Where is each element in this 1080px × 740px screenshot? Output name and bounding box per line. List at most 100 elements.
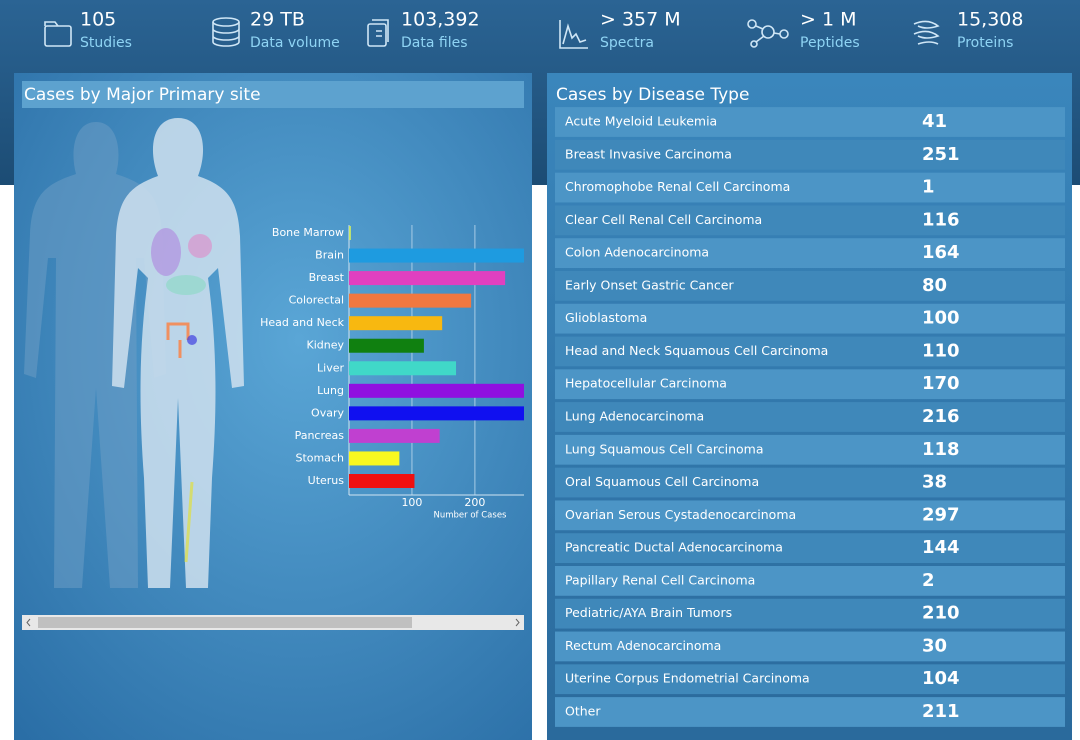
stat-label: Spectra bbox=[600, 35, 654, 51]
bar bbox=[349, 271, 506, 286]
x-tick-label: 200 bbox=[464, 496, 485, 509]
stat-label: Data volume bbox=[250, 35, 340, 51]
table-row bbox=[555, 336, 1065, 367]
table-row bbox=[555, 369, 1065, 400]
disease-name: Chromophobe Renal Cell Carcinoma bbox=[565, 179, 790, 194]
case-count: 216 bbox=[922, 406, 960, 427]
case-count: 164 bbox=[922, 242, 960, 263]
disease-name: Papillary Renal Cell Carcinoma bbox=[565, 572, 755, 587]
stat-icons bbox=[44, 17, 940, 49]
panel-title-bar bbox=[22, 81, 524, 108]
case-count: 170 bbox=[922, 373, 960, 394]
bar bbox=[349, 406, 524, 421]
stat-value: > 1 M bbox=[800, 9, 856, 31]
disease-name: Pancreatic Ductal Adenocarcinoma bbox=[565, 540, 783, 555]
disease-name: Early Onset Gastric Cancer bbox=[565, 277, 734, 292]
panel-title: Cases by Major Primary site bbox=[24, 85, 261, 105]
disease-name: Ovarian Serous Cystadenocarcinoma bbox=[565, 507, 796, 522]
y-tick-label: Stomach bbox=[295, 451, 344, 464]
case-count: 297 bbox=[922, 504, 960, 525]
disease-name: Hepatocellular Carcinoma bbox=[565, 376, 727, 391]
bar bbox=[349, 316, 443, 331]
stat-label: Data files bbox=[401, 35, 468, 51]
stat-value: 103,392 bbox=[401, 9, 480, 31]
case-count: 2 bbox=[922, 570, 935, 591]
case-count: 116 bbox=[922, 209, 960, 230]
disease-name: Rectum Adenocarcinoma bbox=[565, 638, 721, 653]
y-tick-label: Bone Marrow bbox=[272, 226, 344, 239]
bar-chart: 100 200 Number of Cases Bone Marrow Brain Bre… bbox=[260, 225, 524, 521]
y-tick-label: Lung bbox=[317, 384, 344, 397]
disease-name: Glioblastoma bbox=[565, 310, 647, 325]
case-count: 104 bbox=[922, 668, 960, 689]
disease-table: Acute Myeloid Leukemia 41 Breast Invasive … bbox=[555, 107, 1065, 727]
y-tick-label: Kidney bbox=[306, 339, 344, 352]
table-row bbox=[555, 598, 1065, 629]
disease-name: Uterine Corpus Endometrial Carcinoma bbox=[565, 671, 810, 686]
stat-value: > 357 M bbox=[600, 9, 681, 31]
bar bbox=[349, 383, 524, 398]
table-row bbox=[555, 533, 1065, 563]
table-row bbox=[555, 697, 1065, 727]
table-row bbox=[555, 107, 1065, 137]
stat-label: Peptides bbox=[800, 35, 860, 51]
bars bbox=[349, 226, 524, 488]
stats: 105 Studies 29 TB Data volume 103,392 Data fi… bbox=[80, 9, 1023, 52]
table-row bbox=[555, 205, 1065, 236]
y-tick-label: Breast bbox=[309, 271, 345, 284]
case-count: 110 bbox=[922, 340, 960, 361]
table-row bbox=[555, 467, 1065, 498]
disease-name: Pediatric/AYA Brain Tumors bbox=[565, 605, 732, 620]
panel-title: Cases by Disease Type bbox=[556, 85, 749, 105]
bar bbox=[349, 474, 415, 488]
case-count: 1 bbox=[922, 177, 935, 198]
y-tick-label: Liver bbox=[317, 361, 344, 374]
case-count: 210 bbox=[922, 603, 960, 624]
case-count: 80 bbox=[922, 275, 947, 296]
table-row bbox=[555, 631, 1065, 662]
scrollbar-arrows[interactable] bbox=[26, 618, 520, 627]
disease-name: Acute Myeloid Leukemia bbox=[565, 114, 717, 129]
table-row bbox=[555, 238, 1065, 268]
y-tick-label: Head and Neck bbox=[260, 316, 344, 329]
bar bbox=[349, 226, 351, 240]
disease-name: Clear Cell Renal Cell Carcinoma bbox=[565, 212, 762, 227]
stat-label: Studies bbox=[80, 35, 132, 51]
case-count: 251 bbox=[922, 144, 960, 165]
x-tick-label: 100 bbox=[401, 496, 422, 509]
disease-name: Oral Squamous Cell Carcinoma bbox=[565, 474, 759, 489]
table-row bbox=[555, 139, 1065, 170]
y-tick-label: Pancreas bbox=[295, 429, 345, 442]
disease-name: Lung Adenocarcinoma bbox=[565, 409, 704, 424]
table-row bbox=[555, 172, 1065, 203]
case-count: 38 bbox=[922, 472, 947, 493]
scrollbar-thumb[interactable] bbox=[38, 617, 412, 628]
disease-name: Breast Invasive Carcinoma bbox=[565, 146, 732, 161]
x-axis-label: Number of Cases bbox=[434, 511, 508, 521]
disease-name: Head and Neck Squamous Cell Carcinoma bbox=[565, 343, 828, 358]
case-count: 144 bbox=[922, 537, 960, 558]
case-count: 118 bbox=[922, 439, 960, 460]
stat-value: 105 bbox=[80, 9, 116, 31]
bar bbox=[349, 248, 524, 263]
table-row bbox=[555, 434, 1065, 465]
disease-name: Lung Squamous Cell Carcinoma bbox=[565, 441, 764, 456]
table-row bbox=[555, 303, 1065, 334]
case-count: 100 bbox=[922, 308, 960, 329]
y-tick-label: Colorectal bbox=[289, 294, 344, 307]
bar bbox=[349, 428, 440, 443]
case-count: 211 bbox=[922, 701, 960, 722]
case-count: 41 bbox=[922, 111, 947, 132]
table-row bbox=[555, 500, 1065, 531]
stat-value: 29 TB bbox=[250, 9, 305, 31]
bar bbox=[349, 338, 424, 353]
table-row bbox=[555, 271, 1065, 301]
y-tick-label: Ovary bbox=[311, 406, 344, 419]
stat-value: 15,308 bbox=[957, 9, 1023, 31]
stat-label: Proteins bbox=[957, 35, 1013, 51]
bar bbox=[349, 361, 457, 376]
table-row bbox=[555, 402, 1065, 432]
table-row bbox=[555, 664, 1065, 695]
y-tick-label: Uterus bbox=[308, 474, 345, 487]
